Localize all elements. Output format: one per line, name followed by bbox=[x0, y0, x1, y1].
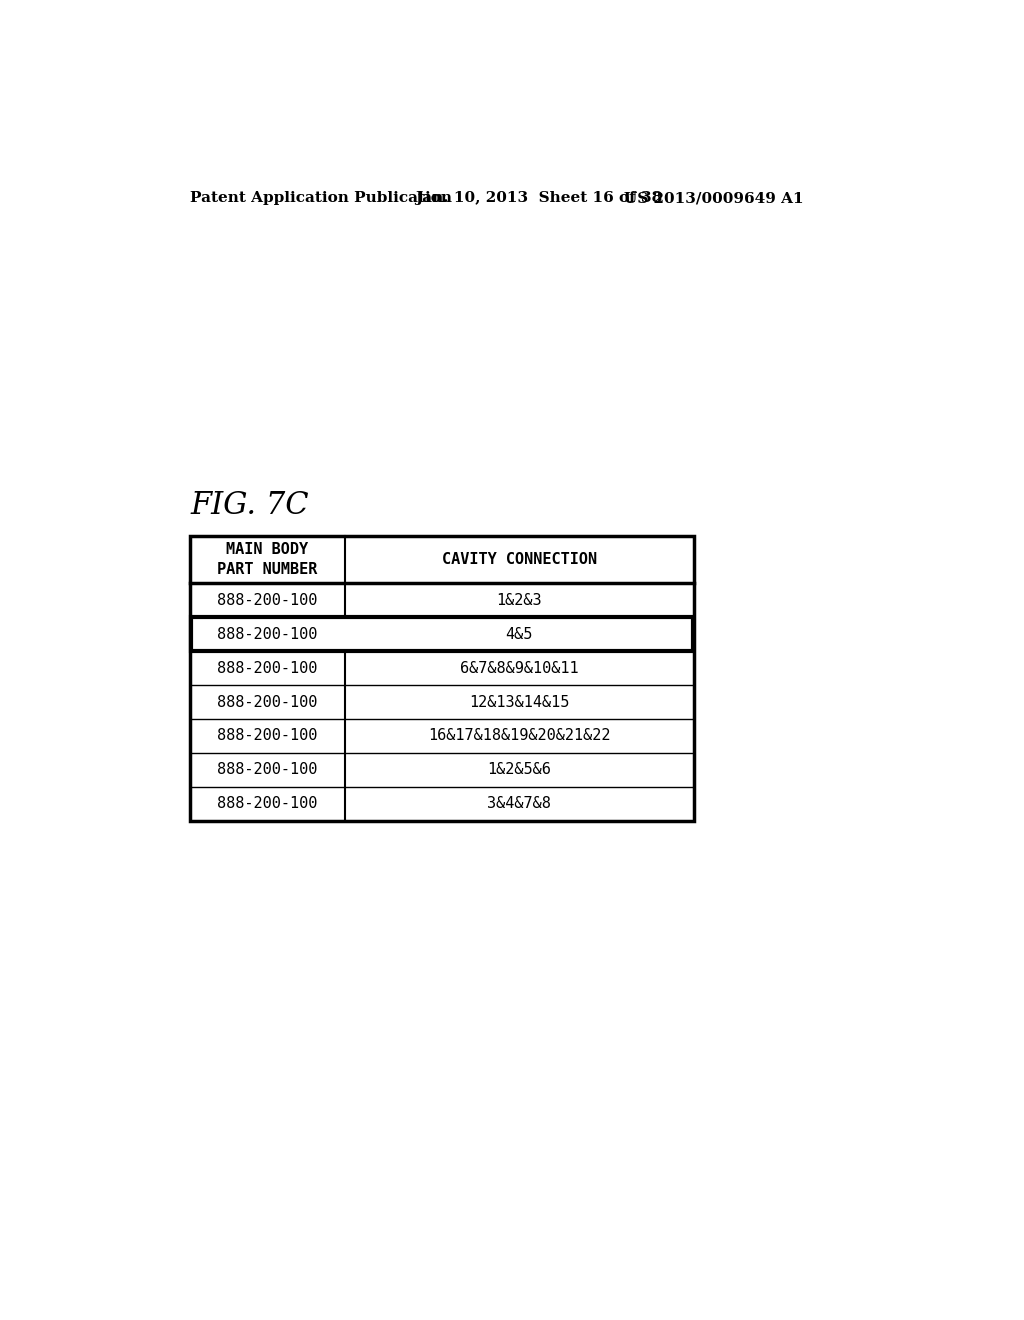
Text: FIG. 7C: FIG. 7C bbox=[190, 490, 308, 520]
Text: 12&13&14&15: 12&13&14&15 bbox=[469, 694, 569, 710]
Text: CAVITY CONNECTION: CAVITY CONNECTION bbox=[441, 552, 597, 568]
Text: 888-200-100: 888-200-100 bbox=[217, 762, 317, 777]
Text: 6&7&8&9&10&11: 6&7&8&9&10&11 bbox=[460, 660, 579, 676]
Text: 1&2&3: 1&2&3 bbox=[497, 593, 542, 609]
Text: Patent Application Publication: Patent Application Publication bbox=[190, 191, 452, 206]
Text: 888-200-100: 888-200-100 bbox=[217, 660, 317, 676]
Text: 4&5: 4&5 bbox=[506, 627, 534, 642]
Bar bbox=[190, 536, 693, 821]
Text: 888-200-100: 888-200-100 bbox=[217, 694, 317, 710]
Text: 888-200-100: 888-200-100 bbox=[217, 593, 317, 609]
Text: 16&17&18&19&20&21&22: 16&17&18&19&20&21&22 bbox=[428, 729, 610, 743]
Text: 3&4&7&8: 3&4&7&8 bbox=[487, 796, 551, 812]
Text: 888-200-100: 888-200-100 bbox=[217, 729, 317, 743]
Bar bbox=[190, 618, 693, 651]
Text: Jan. 10, 2013  Sheet 16 of 38: Jan. 10, 2013 Sheet 16 of 38 bbox=[415, 191, 662, 206]
Text: US 2013/0009649 A1: US 2013/0009649 A1 bbox=[624, 191, 804, 206]
Text: 888-200-100: 888-200-100 bbox=[217, 627, 317, 642]
Text: MAIN BODY
PART NUMBER: MAIN BODY PART NUMBER bbox=[217, 543, 317, 577]
Text: 888-200-100: 888-200-100 bbox=[217, 796, 317, 812]
Text: 1&2&5&6: 1&2&5&6 bbox=[487, 762, 551, 777]
